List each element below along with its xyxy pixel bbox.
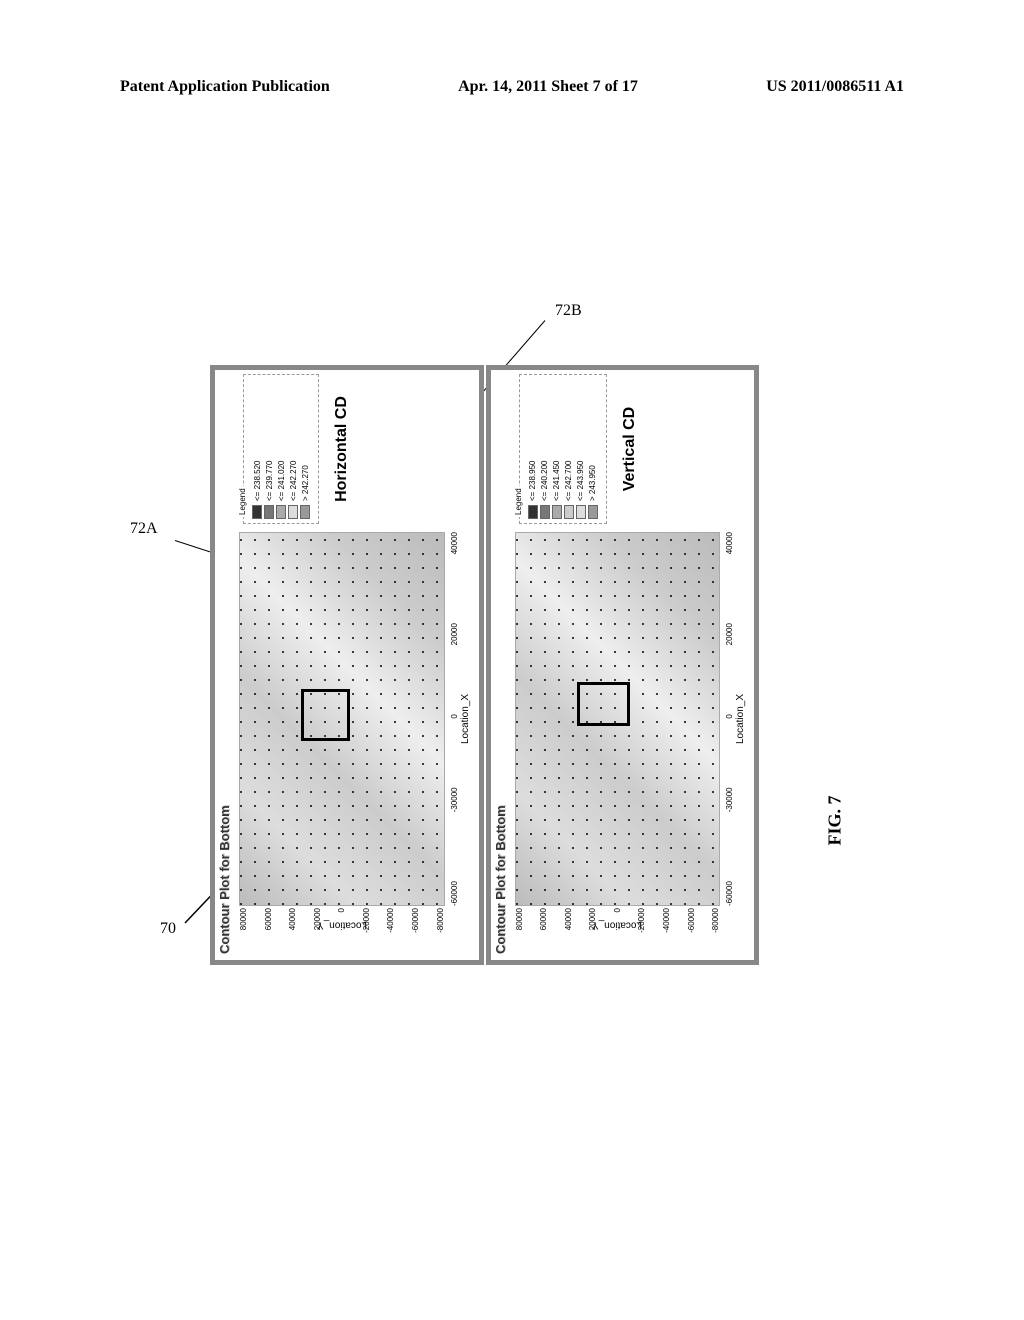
legend-item: > 242.270 xyxy=(300,379,310,519)
legend-item: > 243.950 xyxy=(588,379,598,519)
legend-swatch xyxy=(540,505,550,519)
tick-label: 20000 xyxy=(450,623,459,645)
tick-label: 40000 xyxy=(564,908,573,946)
legend-swatch xyxy=(252,505,262,519)
page-header: Patent Application Publication Apr. 14, … xyxy=(0,78,1024,96)
tick-label: 40000 xyxy=(725,532,734,554)
highlight-box-top xyxy=(301,689,350,741)
contour-panel-horizontal: Contour Plot for Bottom 8000060000400002… xyxy=(210,365,484,965)
tick-label: -40000 xyxy=(386,908,395,946)
tick-label: -40000 xyxy=(662,908,671,946)
tick-label: 20000 xyxy=(725,623,734,645)
y-axis-label-top: Location_Y xyxy=(317,919,367,930)
y-axis-label-bottom: Location_Y xyxy=(592,919,642,930)
tick-label: -80000 xyxy=(436,908,445,946)
legend-swatch xyxy=(528,505,538,519)
legend-item: <= 238.520 xyxy=(252,379,262,519)
x-axis-label-top: Location_X xyxy=(460,694,471,744)
legend-label: <= 238.520 xyxy=(253,461,262,501)
legend-label: <= 242.270 xyxy=(289,461,298,501)
header-right: US 2011/0086511 A1 xyxy=(766,78,904,96)
legend-swatch xyxy=(552,505,562,519)
metric-label-bottom: Vertical CD xyxy=(621,374,639,524)
tick-label: 0 xyxy=(725,714,734,718)
legend-item: <= 243.950 xyxy=(576,379,586,519)
legend-item: <= 240.200 xyxy=(540,379,550,519)
x-ticks-bottom: -60000 -30000 0 20000 40000 xyxy=(725,532,734,906)
legend-item: <= 239.770 xyxy=(264,379,274,519)
header-center: Apr. 14, 2011 Sheet 7 of 17 xyxy=(458,78,638,96)
legend-label: <= 238.950 xyxy=(528,461,537,501)
legend-swatch xyxy=(564,505,574,519)
legend-item: <= 241.450 xyxy=(552,379,562,519)
legend-label: > 242.270 xyxy=(301,465,310,501)
tick-label: 60000 xyxy=(264,908,273,946)
legend-swatch xyxy=(288,505,298,519)
legend-label: <= 241.450 xyxy=(552,461,561,501)
legend-label: <= 243.950 xyxy=(576,461,585,501)
legend-title-bottom: Legend xyxy=(514,486,523,517)
tick-label: 0 xyxy=(450,714,459,718)
legend-swatch xyxy=(276,505,286,519)
header-left: Patent Application Publication xyxy=(120,78,330,96)
tick-label: -60000 xyxy=(450,881,459,906)
legend-item: <= 242.270 xyxy=(288,379,298,519)
contour-plot-top xyxy=(239,532,445,906)
legend-swatch xyxy=(300,505,310,519)
tick-label: -60000 xyxy=(725,881,734,906)
panel-title-bottom: Contour Plot for Bottom xyxy=(493,805,508,954)
legend-box-bottom: Legend <= 238.950<= 240.200<= 241.450<= … xyxy=(519,374,607,524)
legend-swatch xyxy=(588,505,598,519)
x-ticks-top: -60000 -30000 0 20000 40000 xyxy=(450,532,459,906)
legend-item: <= 242.700 xyxy=(564,379,574,519)
tick-label: -30000 xyxy=(450,787,459,812)
ref-label-70: 70 xyxy=(160,920,176,938)
plot-region-top: 800006000040000200000-20000-40000-60000-… xyxy=(239,532,445,906)
tick-label: 60000 xyxy=(539,908,548,946)
figure-container: Contour Plot for Bottom 8000060000400002… xyxy=(210,365,780,965)
legend-title-top: Legend xyxy=(238,486,247,517)
tick-label: -80000 xyxy=(711,908,720,946)
plot-region-bottom: 800006000040000200000-20000-40000-60000-… xyxy=(515,532,721,906)
x-axis-label-bottom: Location_X xyxy=(735,694,746,744)
legend-label: <= 241.020 xyxy=(277,461,286,501)
legend-label: <= 242.700 xyxy=(564,461,573,501)
ref-label-72a: 72A xyxy=(130,520,158,538)
tick-label: 80000 xyxy=(239,908,248,946)
legend-swatch xyxy=(264,505,274,519)
legend-item: <= 238.950 xyxy=(528,379,538,519)
tick-label: -60000 xyxy=(411,908,420,946)
figure-number: FIG. 7 xyxy=(825,795,846,845)
legend-swatch xyxy=(576,505,586,519)
legend-item: <= 241.020 xyxy=(276,379,286,519)
tick-label: -60000 xyxy=(687,908,696,946)
highlight-box-bottom xyxy=(577,682,630,727)
ref-label-72b: 72B xyxy=(555,302,582,320)
legend-region-bottom: Legend <= 238.950<= 240.200<= 241.450<= … xyxy=(519,374,751,524)
contour-panel-vertical: Contour Plot for Bottom 8000060000400002… xyxy=(486,365,760,965)
legend-label: <= 239.770 xyxy=(265,461,274,501)
contour-plot-bottom xyxy=(515,532,721,906)
tick-label: 80000 xyxy=(515,908,524,946)
legend-label: <= 240.200 xyxy=(540,461,549,501)
tick-label: 40000 xyxy=(288,908,297,946)
tick-label: -30000 xyxy=(725,787,734,812)
legend-box-top: Legend <= 238.520<= 239.770<= 241.020<= … xyxy=(243,374,319,524)
tick-label: 40000 xyxy=(450,532,459,554)
panel-title-top: Contour Plot for Bottom xyxy=(217,805,232,954)
metric-label-top: Horizontal CD xyxy=(333,374,351,524)
legend-label: > 243.950 xyxy=(588,465,597,501)
legend-region-top: Legend <= 238.520<= 239.770<= 241.020<= … xyxy=(243,374,475,524)
